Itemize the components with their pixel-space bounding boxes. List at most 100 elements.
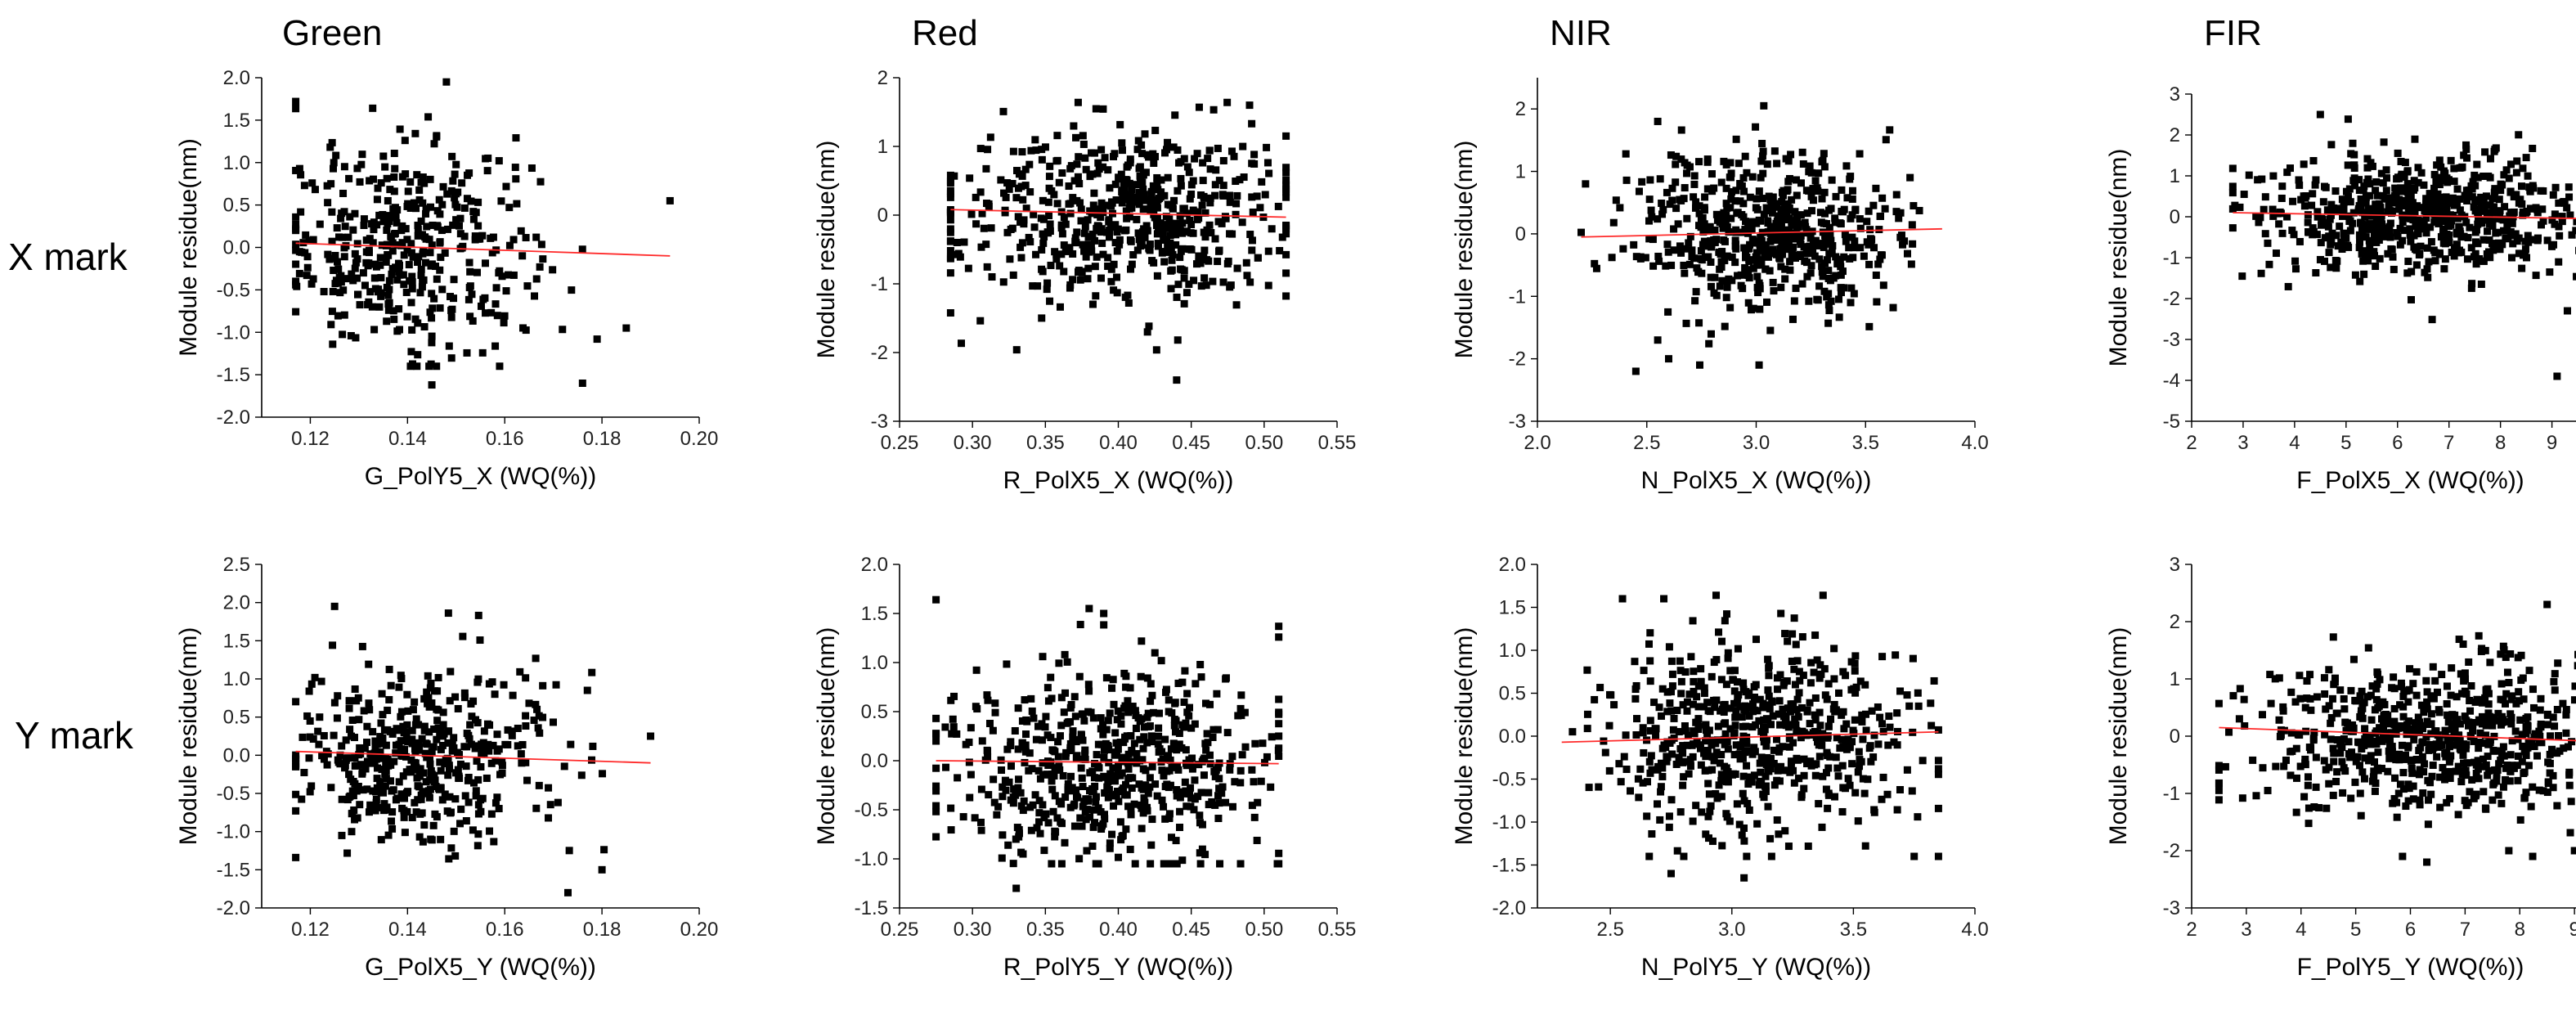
data-point [1883, 790, 1892, 798]
data-point [447, 667, 455, 676]
data-point [1836, 219, 1844, 227]
data-point [311, 186, 319, 194]
data-point [1268, 733, 1276, 741]
data-point [1016, 243, 1025, 251]
data-point [340, 163, 348, 171]
row-label-x-mark: X mark [8, 236, 128, 278]
data-point [1645, 852, 1654, 860]
data-point [1200, 228, 1208, 236]
data-point [443, 807, 451, 816]
data-point [2308, 201, 2316, 209]
data-point [1139, 809, 1147, 817]
data-point [1765, 206, 1773, 214]
data-point [333, 714, 341, 722]
data-point [433, 207, 442, 215]
data-point [1162, 213, 1170, 221]
data-point [2522, 715, 2530, 723]
data-point [1851, 667, 1859, 675]
data-point [373, 764, 381, 772]
x-tick-label: 0.14 [388, 428, 427, 450]
data-point [1100, 609, 1108, 618]
data-point [2471, 698, 2480, 706]
data-point [297, 171, 305, 179]
data-point [1214, 815, 1223, 823]
data-point [1039, 230, 1047, 238]
data-point [399, 772, 407, 780]
data-point [1141, 130, 1149, 138]
data-point [1790, 217, 1798, 225]
data-point [333, 258, 341, 266]
data-point [1198, 757, 1206, 766]
data-point [2304, 773, 2312, 781]
data-point [1056, 303, 1064, 311]
data-point [1672, 760, 1681, 768]
data-point [1707, 802, 1715, 810]
data-point [1822, 769, 1830, 777]
data-point [1275, 695, 1283, 703]
data-point [2441, 730, 2449, 739]
data-point [1741, 748, 1749, 757]
y-axis-label: Module residue(nm) [2105, 627, 2132, 846]
data-point [1838, 735, 1846, 744]
data-point [1662, 262, 1670, 270]
data-point [1058, 169, 1066, 177]
data-point [1752, 195, 1761, 203]
data-point [1907, 260, 1915, 268]
y-tick-label: -1.0 [217, 321, 250, 344]
data-point [2407, 192, 2415, 200]
data-point [1755, 187, 1763, 195]
data-point [330, 159, 338, 167]
data-point [455, 774, 463, 782]
data-point [1714, 722, 1722, 730]
data-point [327, 321, 335, 329]
data-point [942, 763, 950, 771]
data-point [391, 229, 399, 237]
data-point [1203, 730, 1211, 738]
data-point [437, 766, 445, 775]
data-point [1730, 667, 1739, 675]
data-point [2320, 674, 2328, 682]
data-point [1228, 753, 1236, 761]
data-point [1131, 860, 1139, 868]
data-point [1753, 272, 1761, 281]
data-point [988, 273, 996, 281]
scatter-points [2215, 600, 2576, 866]
data-point [1026, 188, 1034, 196]
data-point [2460, 759, 2468, 767]
data-point [446, 793, 454, 801]
y-tick-label: -2 [871, 342, 888, 364]
data-point [2458, 770, 2466, 778]
data-point [384, 706, 392, 714]
data-point [1723, 773, 1731, 781]
data-point [1868, 236, 1876, 244]
x-tick-label: 0.50 [1245, 432, 1283, 454]
data-point [1174, 679, 1183, 687]
data-point [1732, 707, 1740, 715]
data-point [349, 226, 357, 234]
data-point [2515, 688, 2523, 696]
data-point [1645, 640, 1653, 648]
data-point [2406, 225, 2414, 233]
data-point [398, 239, 406, 247]
data-point [2311, 181, 2319, 189]
data-point [2551, 722, 2559, 730]
data-point [2431, 727, 2439, 735]
data-point [1820, 150, 1828, 158]
data-point [2395, 750, 2403, 758]
data-point [1752, 123, 1760, 131]
data-point [2568, 738, 2576, 746]
data-point [378, 241, 386, 249]
data-point [1893, 806, 1901, 814]
data-point [2358, 227, 2366, 235]
data-point [2354, 207, 2363, 215]
data-point [2422, 733, 2430, 741]
plot-nir-y-mark: 2.5 3.0 3.5 4.0-2.0-1.5-1.0-0.50.00.51.01.5… [1451, 554, 1989, 981]
data-point [2399, 218, 2407, 227]
data-point [1114, 707, 1122, 715]
y-tick-label: -1.0 [217, 821, 250, 843]
data-point [1055, 178, 1063, 186]
data-point [1878, 251, 1886, 259]
data-point [2252, 212, 2260, 220]
data-point [1885, 712, 1893, 721]
data-point [1046, 220, 1054, 228]
